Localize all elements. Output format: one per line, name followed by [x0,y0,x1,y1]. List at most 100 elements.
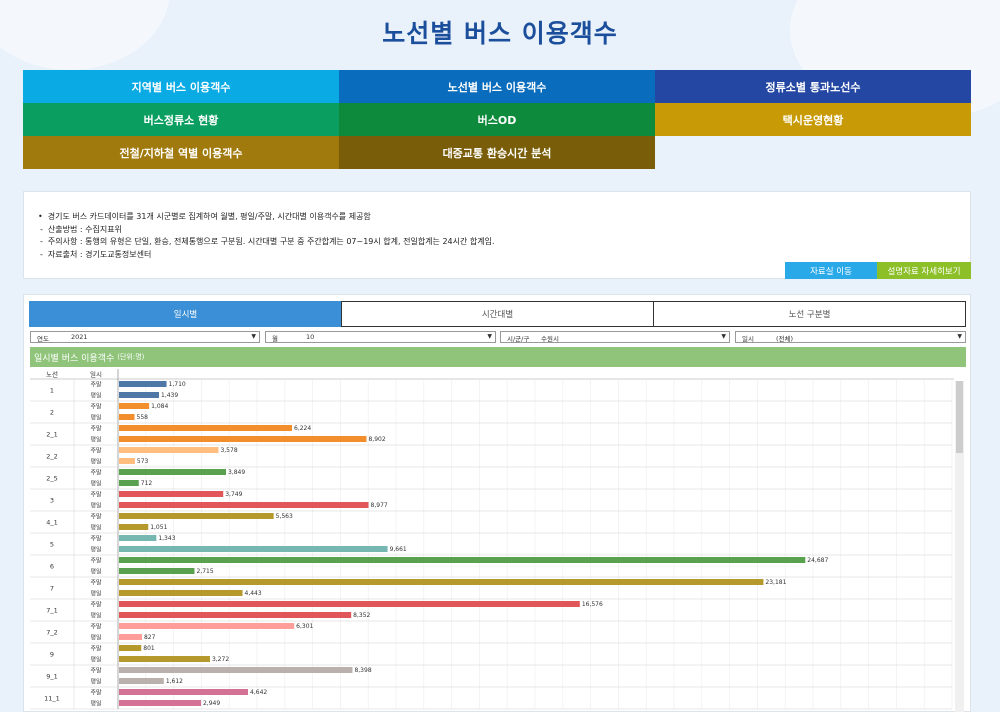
data-label: 16,576 [582,601,603,608]
day-label: 주말 [90,381,102,389]
data-label: 2,949 [203,700,220,707]
detail-description-button[interactable]: 설명자료 자세히보기 [877,262,971,279]
data-label: 4,642 [250,689,267,696]
data-bar [119,557,806,563]
day-label: 주말 [90,491,102,499]
data-bar [119,502,369,508]
data-bar [119,469,227,475]
route-label: 4_1 [46,519,58,527]
route-label: 7_2 [46,629,58,637]
data-label: 827 [144,634,156,641]
chart-header: 일시별 버스 이용객수 (단위:명) [30,347,966,367]
scrollbar-thumb[interactable] [956,381,963,453]
nav-route-bus-users-button[interactable]: 노선별 버스 이용객수 [339,70,655,103]
route-label: 2 [50,409,54,417]
data-bar [119,656,210,662]
nav-subway-station-users-button[interactable]: 전철/지하철 역별 이용객수 [23,136,339,169]
data-label: 1,051 [150,524,167,531]
nav-taxi-status-button[interactable]: 택시운영현황 [655,103,971,136]
data-bar [119,623,295,629]
day-type-select[interactable]: 일시 (전체) ▼ [735,331,966,343]
data-bar [119,700,201,706]
table-header-row [30,369,954,379]
data-bar [119,403,150,409]
nav-bus-stop-status-button[interactable]: 버스정류소 현황 [23,103,339,136]
route-label: 9 [50,651,54,659]
data-bar [119,634,142,640]
data-bar [119,678,164,684]
nav-bus-od-button[interactable]: 버스OD [339,103,655,136]
tab-daily[interactable]: 일시별 [29,301,342,327]
filter-bar: 연도 2021 ▼ 월 10 ▼ 시/군/구 수원시 ▼ 일시 (전체) ▼ [30,331,966,343]
data-bar [119,579,764,585]
data-label: 8,902 [368,436,385,443]
data-label: 8,352 [353,612,370,619]
month-select[interactable]: 월 10 ▼ [265,331,496,343]
route-label: 2_2 [46,453,58,461]
day-label: 주말 [90,579,102,587]
column-header-route: 노선 [46,370,58,379]
day-label: 주말 [90,645,102,653]
nav-transfer-time-button[interactable]: 대중교통 환승시간 분석 [339,136,655,169]
route-label: 2_1 [46,431,58,439]
day-label: 주말 [90,469,102,477]
data-label: 712 [141,480,153,487]
day-label: 주말 [90,447,102,455]
data-label: 1,343 [158,535,175,542]
nav-region-bus-users-button[interactable]: 지역별 버스 이용객수 [23,70,339,103]
chevron-down-icon: ▼ [251,333,256,340]
data-label: 23,181 [765,579,786,586]
data-label: 1,710 [169,381,186,388]
day-label: 평일 [90,436,101,444]
data-label: 3,578 [220,447,237,454]
data-bar [119,392,160,398]
day-label: 평일 [90,414,101,422]
day-label: 평일 [90,700,101,708]
city-select[interactable]: 시/군/구 수원시 ▼ [500,331,730,343]
data-bar [119,645,142,651]
data-bar [119,568,195,574]
day-label: 주말 [90,535,102,543]
tab-route-type[interactable]: 노선 구분별 [653,301,966,327]
data-bar [119,513,274,519]
data-room-button[interactable]: 자료실 이동 [785,262,877,279]
chart-scrollbar[interactable] [955,381,964,712]
data-bar [119,381,167,387]
data-label: 8,398 [354,667,371,674]
data-bar [119,436,367,442]
data-label: 801 [143,645,155,652]
page-title: 노선별 버스 이용객수 [382,19,618,48]
year-select[interactable]: 연도 2021 ▼ [30,331,260,343]
day-label: 평일 [90,480,101,488]
data-bar [119,458,135,464]
route-label: 7 [50,585,54,593]
column-header-day: 일시 [90,370,102,379]
data-bar [119,601,580,607]
data-label: 6,224 [294,425,311,432]
chart-panel: 일시별 시간대별 노선 구분별 연도 2021 ▼ 월 10 ▼ 시/군/구 수… [23,294,971,712]
chevron-down-icon: ▼ [721,333,726,340]
data-bar [119,667,353,673]
data-label: 5,563 [276,513,293,520]
route-label: 6 [50,563,54,571]
nav-row: 전철/지하철 역별 이용객수 대중교통 환승시간 분석 [23,136,971,169]
data-bar [119,491,224,497]
route-label: 7_1 [46,607,58,615]
tab-hourly[interactable]: 시간대별 [341,301,654,327]
route-label: 11_1 [44,695,60,703]
info-line: - 자료출처 : 경기도교통정보센터 [40,249,152,259]
data-label: 3,849 [228,469,245,476]
data-bar [119,612,352,618]
day-label: 평일 [90,634,101,642]
data-bar [119,524,149,530]
nav-menu: 지역별 버스 이용객수 노선별 버스 이용객수 정류소별 통과노선수 버스정류소… [23,70,971,169]
day-label: 주말 [90,667,102,675]
info-line: • 경기도 버스 카드데이터를 31개 시군별로 집계하여 월별, 평일/주말, … [38,212,371,221]
day-label: 주말 [90,513,102,521]
info-box: • 경기도 버스 카드데이터를 31개 시군별로 집계하여 월별, 평일/주말, … [23,191,971,279]
nav-stop-route-count-button[interactable]: 정류소별 통과노선수 [655,70,971,103]
day-label: 평일 [90,458,101,466]
data-label: 1,439 [161,392,178,399]
day-label: 평일 [90,678,101,686]
day-label: 평일 [90,524,101,532]
